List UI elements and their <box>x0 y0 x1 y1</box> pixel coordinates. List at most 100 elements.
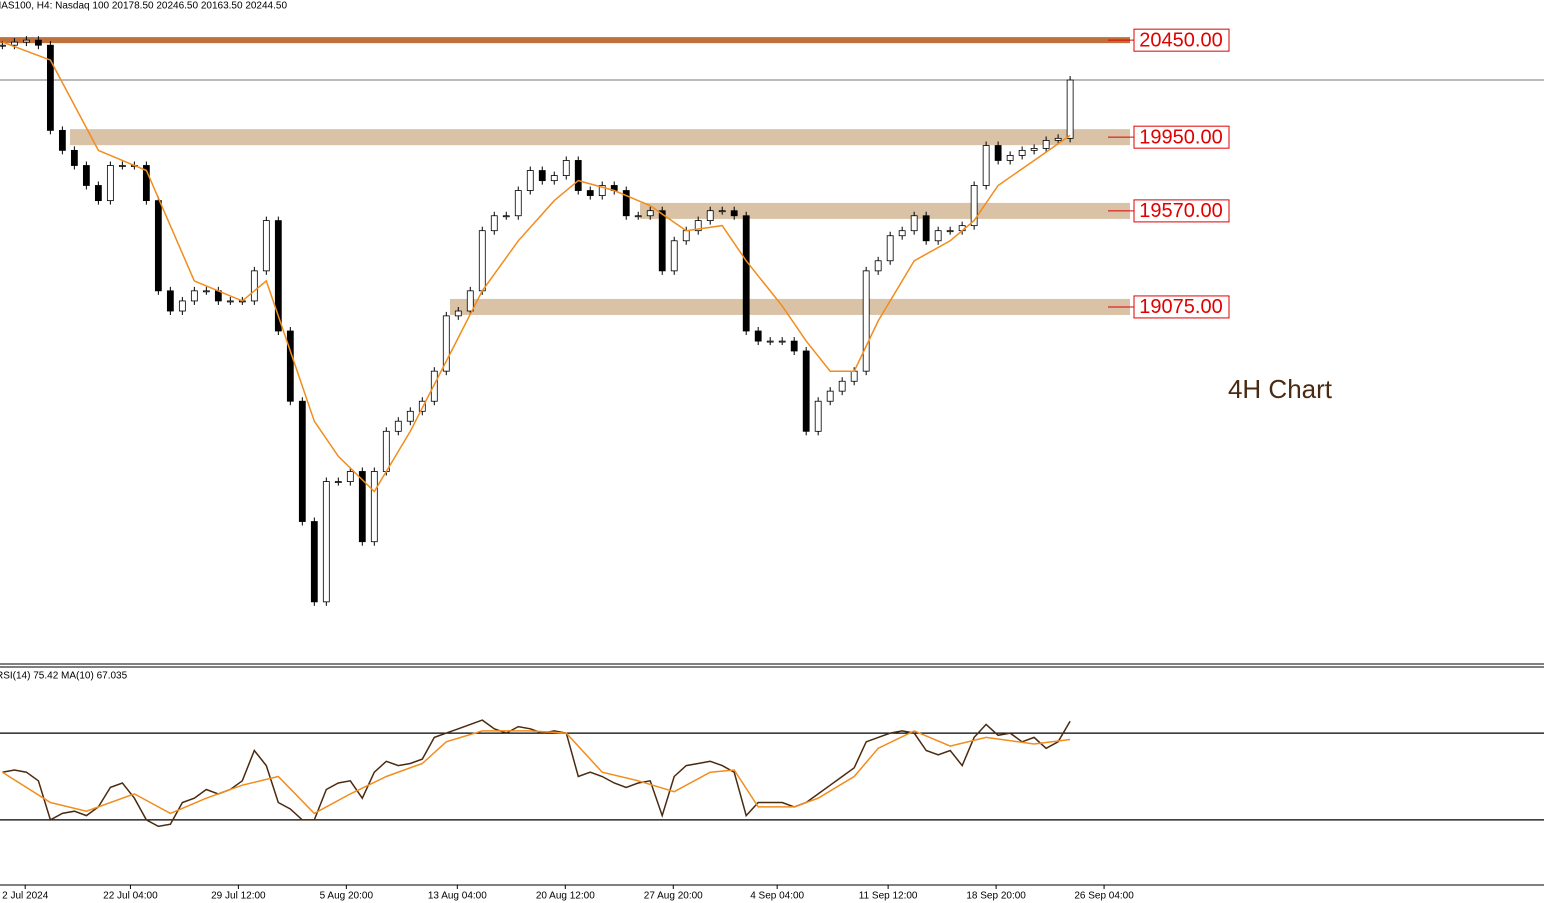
candle-body <box>334 481 342 483</box>
candle-body <box>178 300 186 312</box>
candle-body <box>202 290 210 293</box>
candle-body <box>190 290 198 302</box>
level-box <box>1133 199 1230 223</box>
candle-body <box>442 315 450 372</box>
candle-body <box>406 410 414 422</box>
level-label: 20450.00 <box>1139 29 1222 51</box>
candle-body <box>898 230 906 237</box>
level-zone <box>70 129 1130 146</box>
candle-body <box>370 471 378 543</box>
candle-body <box>850 370 858 382</box>
candle-body <box>1006 155 1014 161</box>
candle-body <box>118 165 126 167</box>
rsi-line <box>2 719 1071 828</box>
candle-body <box>166 290 174 312</box>
candle-body <box>382 430 390 472</box>
candle-body <box>982 145 990 186</box>
candle-body <box>286 330 294 402</box>
level-label: 19570.00 <box>1139 200 1222 222</box>
candle-body <box>154 200 162 292</box>
candle-body <box>46 44 54 131</box>
candle-body <box>58 129 66 151</box>
candle-body <box>718 210 726 213</box>
symbol-header: NAS100, H4: Nasdaq 100 20178.50 20246.50… <box>0 1 287 12</box>
candle-body <box>646 210 654 217</box>
candle-body <box>490 215 498 232</box>
candle-body <box>106 165 114 202</box>
candle-body <box>562 160 570 176</box>
candle-body <box>82 165 90 186</box>
candle-body <box>586 190 594 196</box>
candle-body <box>946 230 954 233</box>
candle-body <box>538 170 546 182</box>
level-zone <box>450 298 1130 315</box>
candle-body <box>226 300 234 303</box>
x-tick-label: 20 Aug 12:00 <box>536 891 595 902</box>
candle-body <box>478 230 486 292</box>
x-tick-label: 5 Aug 20:00 <box>320 891 374 902</box>
candle-body <box>814 400 822 432</box>
candle-body <box>262 220 270 272</box>
level-box <box>1133 295 1230 319</box>
candle-body <box>682 230 690 242</box>
candle-body <box>670 240 678 272</box>
rsi-line <box>1 730 1071 815</box>
candle-body <box>358 471 366 543</box>
candle-body <box>1066 79 1074 139</box>
candle-body <box>310 521 318 603</box>
candle-body <box>454 310 462 317</box>
candle-body <box>622 190 630 217</box>
x-tick-label: 22 Jul 04:00 <box>103 891 158 902</box>
candle-body <box>766 340 774 343</box>
level-zone <box>640 202 1130 219</box>
candle-body <box>1054 137 1062 141</box>
candle-body <box>922 215 930 242</box>
candle-body <box>10 41 18 46</box>
level-box <box>1133 28 1230 52</box>
x-tick-label: 27 Aug 20:00 <box>644 891 703 902</box>
candle-body <box>778 340 786 343</box>
candle-body <box>910 215 918 232</box>
candle-body <box>550 175 558 182</box>
candle-body <box>706 210 714 222</box>
x-tick-label: 29 Jul 12:00 <box>211 891 266 902</box>
x-tick-label: 11 Sep 12:00 <box>859 891 918 902</box>
candle-body <box>322 481 330 603</box>
chart-annotation: 4H Chart <box>1228 374 1333 404</box>
candle-body <box>466 290 474 312</box>
candle-body <box>742 215 750 332</box>
candle-body <box>694 220 702 232</box>
candle-body <box>886 235 894 262</box>
candle-body <box>1030 148 1038 151</box>
candle-body <box>526 170 534 191</box>
candle-body <box>754 330 762 342</box>
candle-body <box>838 380 846 392</box>
candle-body <box>70 149 78 166</box>
x-tick-label: 18 Sep 20:00 <box>966 891 1026 902</box>
candle-body <box>514 190 522 217</box>
moving-average <box>2 41 1071 493</box>
candle-body <box>22 39 30 43</box>
candle-body <box>430 370 438 402</box>
candle-body <box>1018 149 1026 156</box>
level-box <box>1133 125 1230 149</box>
candle-body <box>274 220 282 332</box>
candle-body <box>298 400 306 522</box>
x-tick-label: 4 Sep 04:00 <box>750 891 804 902</box>
candle-body <box>634 215 642 218</box>
level-label: 19075.00 <box>1139 296 1222 318</box>
candle-body <box>790 340 798 352</box>
candle-body <box>970 185 978 227</box>
candle-body <box>0 44 6 47</box>
candle-body <box>574 160 582 191</box>
candle-body <box>826 390 834 402</box>
level-label: 19950.00 <box>1139 126 1222 148</box>
candle-body <box>250 270 258 302</box>
x-tick-label: 13 Aug 04:00 <box>428 891 487 902</box>
candle-body <box>502 215 510 218</box>
candle-body <box>346 471 354 482</box>
candle-body <box>142 165 150 202</box>
candle-body <box>598 185 606 196</box>
candle-body <box>658 210 666 272</box>
